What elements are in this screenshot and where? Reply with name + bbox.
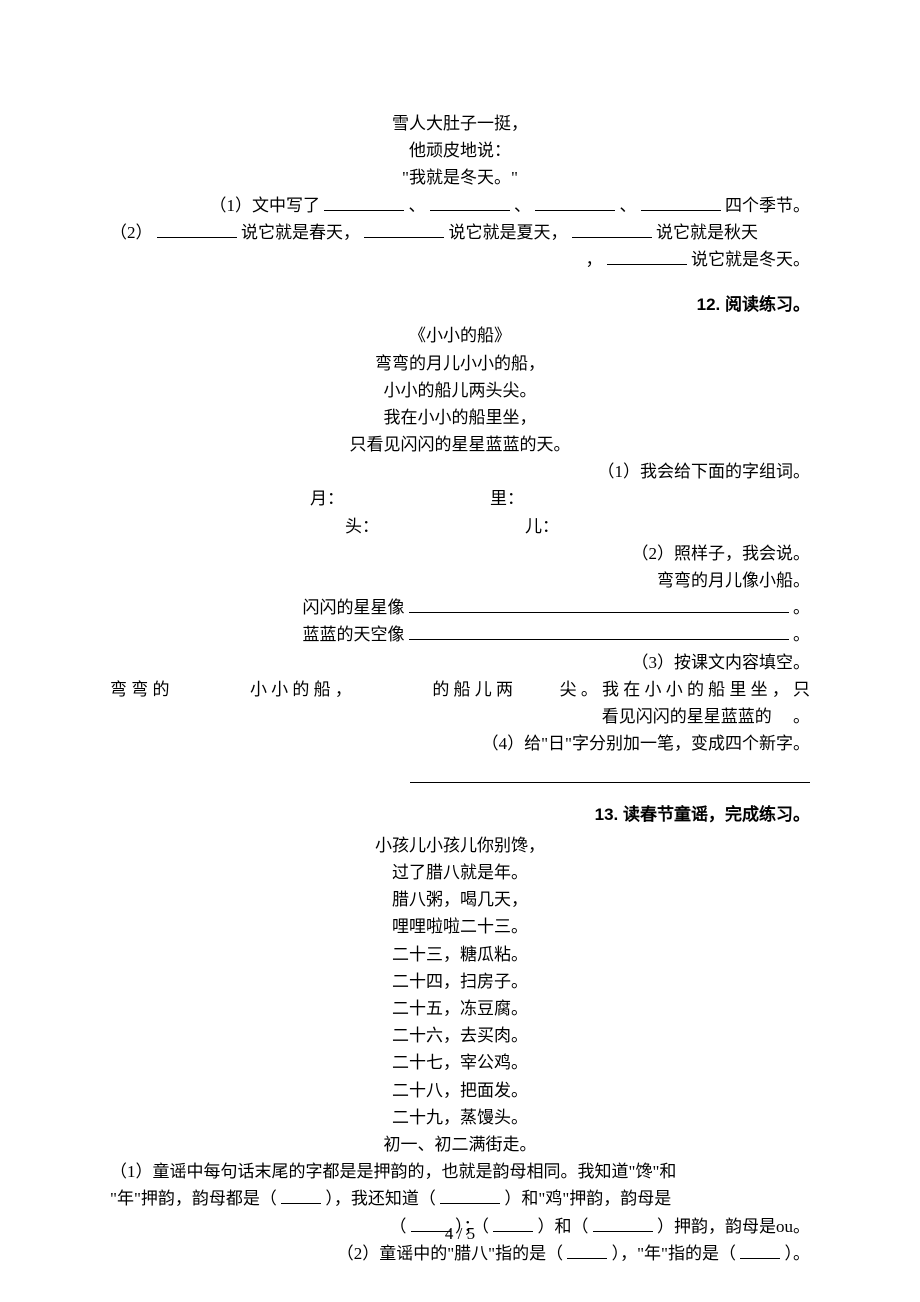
q11-question-1: （1）文中写了 、 、 、 四个季节。 xyxy=(110,192,810,219)
blank-season-1[interactable] xyxy=(324,193,404,211)
q11-q2-b: 说它就是夏天， xyxy=(449,223,568,242)
q12-pair-row-2: 头： 儿： xyxy=(110,513,810,540)
pair-li: 里： xyxy=(490,485,610,512)
q12-q1-label: （1）我会给下面的字组词。 xyxy=(110,458,810,485)
q13-q1-a: （1）童谣中每句话末尾的字都是是押韵的，也就是韵母相同。我知道"馋"和 xyxy=(110,1162,676,1181)
q11-q2-d: 说它就是冬天。 xyxy=(691,250,810,269)
q12-q3-label: （3）按课文内容填空。 xyxy=(110,649,810,676)
q12-q3-d: 尖。我在小小的船里坐，只 xyxy=(560,680,810,699)
q11-question-2-line1: （2） 说它就是春天， 说它就是夏天， 说它就是秋天 xyxy=(110,219,810,246)
q11-poem-line-3: "我就是冬天。" xyxy=(110,164,810,191)
q12-heading: 12. 阅读练习。 xyxy=(110,291,810,318)
q11-q2-a: 说它就是春天， xyxy=(241,223,360,242)
q12-q3-line1: 弯弯的 小小的船， 的船儿两 尖。我在小小的船里坐，只 xyxy=(110,676,810,703)
blank-rhyme-1[interactable] xyxy=(281,1186,321,1204)
q11-poem-line-2: 他顽皮地说： xyxy=(110,137,810,164)
q13-poem-2: 过了腊八就是年。 xyxy=(110,859,810,886)
q13-poem-6: 二十四，扫房子。 xyxy=(110,968,810,995)
q12-q2-line1-prefix: 闪闪的星星像 xyxy=(303,598,405,617)
q12-q3-b: 小小的船， xyxy=(250,680,356,699)
q11-q2-comma: ， xyxy=(586,250,603,269)
sep: 、 xyxy=(409,196,426,215)
q12-q4-label: （4）给"日"字分别加一笔，变成四个新字。 xyxy=(110,730,810,757)
blank-spring[interactable] xyxy=(157,220,237,238)
q13-poem-8: 二十六，去买肉。 xyxy=(110,1022,810,1049)
blank-autumn[interactable] xyxy=(572,220,652,238)
sep: 、 xyxy=(620,196,637,215)
q13-poem-4: 哩哩啦啦二十三。 xyxy=(110,913,810,940)
page-footer: 4 / 5 xyxy=(0,1220,920,1247)
q11-q2-c: 说它就是秋天 xyxy=(656,223,758,242)
blank-stars-like[interactable] xyxy=(409,595,789,613)
q13-poem-11: 二十九，蒸馒头。 xyxy=(110,1104,810,1131)
blank-season-2[interactable] xyxy=(430,193,510,211)
q13-poem-1: 小孩儿小孩儿你别馋， xyxy=(110,832,810,859)
q12-q3-c: 的船儿两 xyxy=(432,680,517,699)
pair-tou: 头： xyxy=(345,513,465,540)
q12-q2-line1: 闪闪的星星像 。 xyxy=(110,594,810,621)
q13-poem-10: 二十八，把面发。 xyxy=(110,1077,810,1104)
q13-poem-5: 二十三，糖瓜粘。 xyxy=(110,941,810,968)
q12-poem-4: 只看见闪闪的星星蓝蓝的天。 xyxy=(110,431,810,458)
q12-pair-row-1: 月： 里： xyxy=(110,485,810,512)
q12-poem-2: 小小的船儿两头尖。 xyxy=(110,377,810,404)
q13-q1-d: ）和"鸡"押韵，韵母是 xyxy=(504,1189,671,1208)
q12-q4-answer-line[interactable] xyxy=(410,761,810,782)
q11-question-2-line2: ， 说它就是冬天。 xyxy=(110,246,810,273)
q12-q2-label: （2）照样子，我会说。 xyxy=(110,540,810,567)
page-content: 雪人大肚子一挺， 他顽皮地说： "我就是冬天。" （1）文中写了 、 、 、 四… xyxy=(0,0,920,1267)
q13-poem-9: 二十七，宰公鸡。 xyxy=(110,1049,810,1076)
q13-poem-7: 二十五，冻豆腐。 xyxy=(110,995,810,1022)
q12-q3-f: 。 xyxy=(793,707,810,726)
q13-poem-12: 初一、初二满街走。 xyxy=(110,1131,810,1158)
blank-winter[interactable] xyxy=(607,247,687,265)
period: 。 xyxy=(793,598,810,617)
q13-poem-3: 腊八粥，喝几天， xyxy=(110,886,810,913)
pair-yue: 月： xyxy=(310,485,430,512)
q13-q1-c: ），我还知道（ xyxy=(325,1189,436,1208)
q13-q1-line1: （1）童谣中每句话末尾的字都是是押韵的，也就是韵母相同。我知道"馋"和 xyxy=(110,1158,810,1185)
sep: 、 xyxy=(514,196,531,215)
q12-poem-3: 我在小小的船里坐， xyxy=(110,404,810,431)
q12-title: 《小小的船》 xyxy=(110,322,810,349)
q13-heading: 13. 读春节童谣，完成练习。 xyxy=(110,801,810,828)
q13-q1-line2: "年"押韵，韵母都是（ ），我还知道（ ）和"鸡"押韵，韵母是 xyxy=(110,1185,810,1212)
blank-sky-like[interactable] xyxy=(409,622,789,640)
q12-q3-e: 看见闪闪的星星蓝蓝的 xyxy=(602,707,772,726)
blank-summer[interactable] xyxy=(364,220,444,238)
q12-q2-line2-prefix: 蓝蓝的天空像 xyxy=(303,625,405,644)
q11-q2-prefix: （2） xyxy=(110,223,153,242)
q12-poem-1: 弯弯的月儿小小的船， xyxy=(110,350,810,377)
q11-poem-line-1: 雪人大肚子一挺， xyxy=(110,110,810,137)
pair-er: 儿： xyxy=(525,513,645,540)
q11-q1-prefix: （1）文中写了 xyxy=(210,196,321,215)
q12-q3-line2: 看见闪闪的星星蓝蓝的 。 xyxy=(110,703,810,730)
blank-season-4[interactable] xyxy=(641,193,721,211)
q11-q1-suffix: 四个季节。 xyxy=(725,196,810,215)
q13-q1-b: "年"押韵，韵母都是（ xyxy=(110,1189,277,1208)
q12-q2-example: 弯弯的月儿像小船。 xyxy=(110,567,810,594)
period: 。 xyxy=(793,625,810,644)
q12-q2-line2: 蓝蓝的天空像 。 xyxy=(110,621,810,648)
blank-rhyme-2[interactable] xyxy=(440,1186,500,1204)
q12-q3-a: 弯弯的 xyxy=(110,680,174,699)
blank-season-3[interactable] xyxy=(535,193,615,211)
